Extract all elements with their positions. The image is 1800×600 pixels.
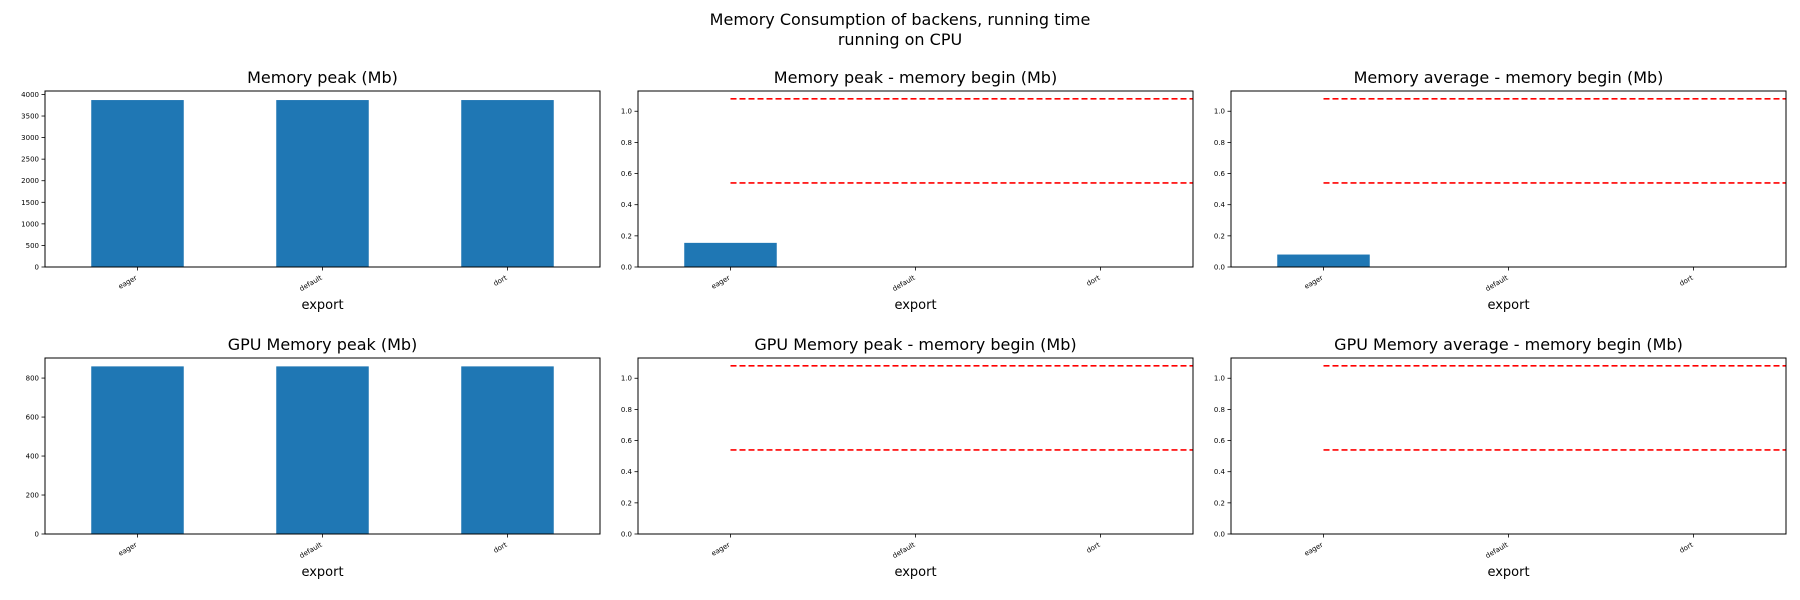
- x-tick-label: default: [1484, 541, 1510, 560]
- x-tick-label: default: [298, 274, 324, 293]
- subplot-6: GPU Memory average - memory begin (Mb) 0.…: [1214, 335, 1787, 580]
- y-tick-label: 0.2: [1214, 232, 1225, 240]
- y-tick-label: 0.8: [1214, 139, 1225, 147]
- y-tick-label: 2000: [21, 177, 39, 185]
- y-tick-label: 0.6: [621, 437, 633, 445]
- y-tick-label: 0.0: [621, 531, 632, 539]
- y-tick-label: 0.2: [1214, 499, 1225, 507]
- y-tick-label: 1000: [21, 220, 39, 228]
- x-axis-label: export: [1487, 298, 1529, 313]
- y-tick-label: 0.4: [1214, 468, 1226, 476]
- subplot-title: Memory peak - memory begin (Mb): [774, 68, 1057, 87]
- y-tick-label: 800: [26, 375, 39, 383]
- subplot-title: Memory peak (Mb): [247, 68, 398, 87]
- subplot-title: Memory average - memory begin (Mb): [1354, 68, 1664, 87]
- x-tick-label: default: [1484, 274, 1510, 293]
- x-tick-label: eager: [710, 541, 732, 558]
- x-axis-label: export: [1487, 565, 1529, 580]
- subplot-4: GPU Memory peak (Mb) 0 200 400 600 800 eager de…: [26, 335, 601, 580]
- x-tick-label: dort: [492, 274, 509, 288]
- y-tick-label: 0.6: [1214, 437, 1226, 445]
- subplot-2: Memory peak - memory begin (Mb) 0.0 0.2 0.4…: [621, 68, 1194, 313]
- x-axis-label: export: [894, 565, 936, 580]
- plot-frame: [637, 357, 1194, 535]
- plot-frame: [1230, 357, 1787, 535]
- x-tick-label: dort: [1678, 541, 1695, 555]
- x-axis-label: export: [301, 298, 343, 313]
- y-tick-label: 0.8: [621, 406, 632, 414]
- bar-default: [276, 366, 369, 534]
- figure-title: Memory Consumption of backens, running t…: [0, 10, 1800, 50]
- bar-eager: [91, 100, 184, 267]
- bar-eager: [684, 242, 777, 267]
- subplot-3: Memory average - memory begin (Mb) 0.0 0.2…: [1214, 68, 1787, 313]
- subplot-5: GPU Memory peak - memory begin (Mb) 0.0 0.…: [621, 335, 1194, 580]
- y-tick-label: 0.2: [621, 232, 632, 240]
- y-tick-label: 0.4: [1214, 201, 1226, 209]
- y-tick-label: 0.0: [1214, 531, 1225, 539]
- y-tick-label: 2500: [21, 156, 39, 164]
- y-tick-label: 400: [26, 453, 39, 461]
- x-tick-label: default: [298, 541, 324, 560]
- x-tick-label: eager: [1303, 274, 1325, 291]
- y-tick-label: 0.8: [1214, 406, 1225, 414]
- bar-default: [276, 100, 369, 267]
- x-tick-label: dort: [492, 541, 509, 555]
- y-tick-label: 1.0: [621, 375, 632, 383]
- x-tick-label: dort: [1085, 274, 1102, 288]
- x-axis-label: export: [894, 298, 936, 313]
- y-tick-label: 0.4: [621, 468, 633, 476]
- y-tick-label: 0: [35, 531, 39, 539]
- y-tick-label: 1500: [21, 199, 39, 207]
- x-tick-label: eager: [1303, 541, 1325, 558]
- figure-title-line-2: running on CPU: [837, 30, 963, 49]
- bar-dort: [461, 366, 554, 534]
- y-tick-label: 0.6: [1214, 170, 1226, 178]
- plot-frame: [1230, 90, 1787, 268]
- y-tick-label: 1.0: [621, 108, 632, 116]
- y-tick-label: 600: [26, 414, 39, 422]
- y-tick-label: 0.0: [621, 264, 632, 272]
- y-tick-label: 3500: [21, 113, 39, 121]
- bar-dort: [461, 100, 554, 267]
- y-tick-label: 0.0: [1214, 264, 1225, 272]
- y-tick-label: 0.8: [621, 139, 632, 147]
- y-tick-label: 1.0: [1214, 108, 1225, 116]
- y-tick-label: 0.4: [621, 201, 633, 209]
- x-axis-label: export: [301, 565, 343, 580]
- x-tick-label: eager: [117, 541, 139, 558]
- y-tick-label: 1.0: [1214, 375, 1225, 383]
- x-tick-label: dort: [1085, 541, 1102, 555]
- subplot-1: Memory peak (Mb) 0 500 1000 1500 2000 2500 3000…: [21, 68, 601, 313]
- x-tick-label: eager: [710, 274, 732, 291]
- y-tick-label: 3000: [21, 134, 39, 142]
- y-tick-label: 0: [35, 264, 39, 272]
- bar-eager: [91, 366, 184, 534]
- subplot-title: GPU Memory average - memory begin (Mb): [1334, 335, 1683, 354]
- x-tick-label: default: [891, 274, 917, 293]
- x-tick-label: eager: [117, 274, 139, 291]
- x-tick-label: dort: [1678, 274, 1695, 288]
- plot-frame: [637, 90, 1194, 268]
- y-tick-label: 0.6: [621, 170, 633, 178]
- y-tick-label: 0.2: [621, 499, 632, 507]
- subplot-title: GPU Memory peak (Mb): [228, 335, 418, 354]
- y-tick-label: 200: [26, 492, 39, 500]
- bar-eager: [1277, 254, 1370, 267]
- y-tick-label: 4000: [21, 91, 39, 99]
- x-tick-label: default: [891, 541, 917, 560]
- y-tick-label: 500: [26, 242, 39, 250]
- figure-title-line-1: Memory Consumption of backens, running t…: [709, 10, 1091, 29]
- subplot-title: GPU Memory peak - memory begin (Mb): [754, 335, 1076, 354]
